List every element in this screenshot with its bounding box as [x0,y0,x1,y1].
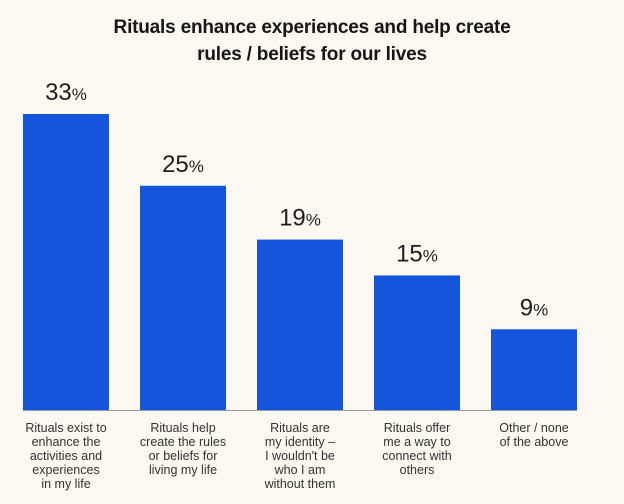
category-label-line: activities and [29,449,103,463]
category-label-line: my identity – [264,435,336,449]
category-label-line: others [399,463,435,477]
chart-title-line-2: rules / beliefs for our lives [197,44,427,65]
bars-group [23,114,577,410]
category-label-line: living my life [148,463,218,477]
category-label-line: of the above [499,435,569,449]
bar-2 [140,185,226,410]
category-label-3: Rituals are my identity – I wouldn't be who… [245,421,355,491]
category-label-1: Rituals exist to enhance the activities an… [11,421,121,491]
value-label-5: 9% [520,294,548,321]
category-label-5: Other / none of the above [479,421,589,449]
bar-3 [257,239,343,410]
category-label-line: Rituals offer [383,421,451,435]
category-label-2: Rituals help create the rules or beliefs f… [128,421,238,477]
category-label-line: Other / none [499,421,569,435]
category-label-line: enhance the [31,435,101,449]
category-label-line: I wouldn't be [265,449,335,463]
category-label-line: Rituals help [150,421,216,435]
category-label-line: without them [264,477,336,491]
chart-title-line-1: Rituals enhance experiences and help cre… [113,17,511,38]
value-labels-group: 33% 25% 19% 15% 9% [45,79,548,321]
category-label-line: in my life [41,477,91,491]
category-label-line: Rituals exist to [25,421,107,435]
value-label-4: 15% [396,240,438,267]
value-label-3: 19% [279,205,321,232]
value-label-2: 25% [162,151,204,178]
bar-5 [491,329,577,410]
category-label-line: who I am [274,463,326,477]
bar-4 [374,275,460,410]
category-label-line: or beliefs for [148,449,218,463]
category-label-line: me a way to [383,435,451,449]
category-label-4: Rituals offer me a way to connect with othe… [362,421,472,477]
category-label-line: connect with [382,449,452,463]
value-label-1: 33% [45,79,87,106]
bar-1 [23,114,109,410]
category-label-line: Rituals are [270,421,330,435]
category-label-line: create the rules [139,435,227,449]
category-label-line: experiences [32,463,100,477]
chart-title: Rituals enhance experiences and help cre… [0,14,624,68]
